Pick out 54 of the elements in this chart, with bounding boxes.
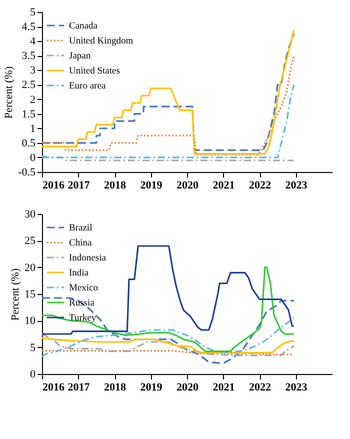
- x-tick-label: 2021: [212, 382, 235, 394]
- x-tick-label: 2019: [140, 180, 163, 192]
- y-tick-label: 25: [24, 235, 36, 248]
- y-tick-label: 30: [24, 208, 36, 220]
- x-tick-label: 2020: [176, 382, 199, 394]
- line-series: [41, 337, 295, 354]
- x-tick-label: 2022: [249, 382, 272, 394]
- legend-label: United States: [69, 66, 120, 76]
- y-tick-label: 20: [24, 262, 36, 274]
- x-tick-label: 2022: [249, 180, 272, 192]
- y-tick-label: -0.5: [18, 166, 36, 178]
- y-tick-label: 3.5: [22, 50, 36, 62]
- y-tick-label: 1: [30, 122, 36, 135]
- legend-label: Japan: [69, 52, 91, 62]
- x-tick-label: 2019: [140, 382, 163, 394]
- legend-label: Mexico: [69, 284, 98, 294]
- legend-label: Canada: [69, 22, 98, 32]
- y-axis-title: Percent (%): [3, 66, 16, 119]
- y-axis-title: Percent (%): [10, 268, 22, 321]
- legend-label: India: [69, 268, 90, 278]
- legend-label: United Kingdom: [69, 36, 134, 46]
- y-tick-label: 0: [30, 152, 36, 164]
- x-tick-label: 2018: [104, 382, 126, 394]
- y-tick-label: 0.5: [22, 137, 36, 150]
- y-tick-label: 3: [30, 64, 36, 77]
- x-tick-label: 2016: [42, 382, 65, 394]
- y-tick-label: 2: [30, 94, 36, 106]
- legend-label: Russia: [69, 298, 96, 308]
- y-tick-label: 4: [30, 36, 36, 48]
- x-tick-label: 2016: [42, 180, 65, 192]
- y-tick-label: 4.5: [22, 21, 36, 34]
- y-tick-label: 15: [24, 288, 36, 300]
- x-tick-label: 2018: [104, 180, 126, 192]
- x-tick-label: 2017: [68, 382, 90, 394]
- x-tick-label: 2017: [68, 180, 90, 192]
- line-series: [41, 333, 295, 356]
- x-tick-label: 2021: [212, 180, 235, 192]
- line-series: [41, 266, 295, 352]
- legend-label: Euro area: [69, 82, 106, 92]
- legend-label: China: [69, 238, 92, 248]
- y-tick-label: 2.5: [22, 79, 36, 92]
- x-tick-label: 2023: [285, 180, 308, 192]
- y-tick-label: 5: [30, 6, 36, 18]
- x-tick-label: 2023: [285, 382, 308, 394]
- y-tick-label: 10: [24, 315, 36, 328]
- legend-label: Indonesia: [69, 254, 107, 264]
- y-tick-label: 1.5: [22, 108, 36, 120]
- line-series: [41, 297, 295, 364]
- legend-label: Brazil: [69, 224, 93, 234]
- x-tick-label: 2020: [176, 180, 199, 192]
- y-tick-label: 5: [30, 342, 36, 354]
- y-tick-label: 0: [30, 368, 36, 380]
- line-series: [41, 245, 295, 335]
- line-series: [41, 84, 295, 158]
